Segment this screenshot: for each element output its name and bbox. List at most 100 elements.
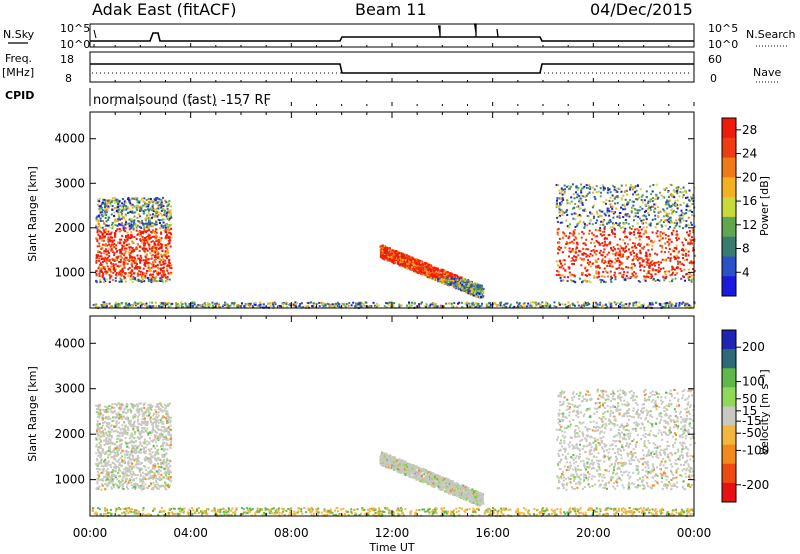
scatter-point [235,304,238,307]
scatter-point [104,216,107,219]
scatter-point [130,204,133,207]
scatter-point [633,271,636,274]
scatter-point [573,197,576,200]
scatter-point [403,260,406,263]
scatter-point [567,276,570,279]
scatter-point [159,238,162,241]
scatter-point [148,262,151,265]
scatter-point [625,274,628,277]
scatter-point [654,203,657,206]
scatter-point [595,304,598,307]
scatter-point [184,302,187,305]
scatter-point [563,192,566,195]
scatter-point [662,208,665,211]
scatter-point [680,277,683,280]
scatter-point [598,251,601,254]
scatter-point [185,304,188,307]
scatter-point [383,305,386,308]
scatter-point [633,255,636,258]
scatter-point [666,200,669,203]
scatter-point [129,209,132,212]
scatter-point [621,253,624,256]
scatter-point [643,210,646,213]
scatter-point [691,242,694,245]
scatter-point [651,244,654,247]
scatter-point [686,272,689,275]
scatter-point [535,304,538,307]
scatter-point [480,284,483,287]
scatter-point [577,304,580,307]
scatter-point [147,403,150,406]
scatter-point [308,301,311,304]
scatter-point [146,261,149,264]
scatter-point [578,207,581,210]
scatter-point [582,242,585,245]
scatter-point [158,227,161,230]
scatter-point [157,271,160,274]
scatter-point [111,236,114,239]
scatter-point [389,247,392,250]
scatter-point [593,241,596,244]
scatter-point [144,226,147,229]
scatter-point [598,266,601,269]
scatter-point [100,246,103,249]
scatter-point [486,306,489,309]
scatter-point [140,209,143,212]
scatter-point [409,256,412,259]
scatter-point [660,194,663,197]
scatter-point [128,253,131,256]
scatter-point [122,262,125,265]
scatter-point [150,240,153,243]
scatter-point [616,190,619,193]
scatter-point [634,228,637,231]
scatter-point [470,287,473,290]
scatter-point [164,273,167,276]
scatter-point [98,235,101,238]
scatter-point [682,264,685,267]
scatter-point [168,210,171,213]
scatter-point [481,286,484,289]
scatter-point [580,304,583,307]
scatter-point [142,230,145,233]
scatter-point [472,304,475,307]
scatter-point [622,194,625,197]
scatter-point [666,207,669,210]
scatter-point [148,237,151,240]
scatter-point [668,270,671,273]
scatter-point [610,210,613,213]
scatter-point [322,302,325,305]
scatter-point [132,211,135,214]
scatter-point [105,214,108,217]
scatter-point [170,303,173,306]
scatter-point [478,292,481,295]
scatter-point [437,274,440,277]
scatter-point [125,220,128,223]
scatter-point [139,254,142,257]
scatter-point [150,230,153,233]
scatter-point [162,221,165,224]
scatter-point [148,217,151,220]
scatter-point [427,274,430,277]
scatter-point [105,220,108,223]
scatter-point [651,190,654,193]
scatter-point [105,461,108,464]
scatter-point [585,238,588,241]
scatter-point [663,251,666,254]
scatter-point [161,410,164,413]
scatter-point [445,276,448,279]
scatter-point [602,223,605,226]
scatter-point [114,303,117,306]
scatter-point [101,211,104,214]
scatter-point [114,263,117,266]
scatter-point [558,301,561,304]
noise-tick-top-left: 10^5 [60,22,90,35]
scatter-point [168,462,171,465]
scatter-point [646,305,649,308]
scatter-point [663,211,666,214]
scatter-point [151,261,154,264]
scatter-point [455,305,458,308]
scatter-point [612,216,615,219]
scatter-point [114,273,117,276]
scatter-point [143,242,146,245]
scatter-point [624,227,627,230]
